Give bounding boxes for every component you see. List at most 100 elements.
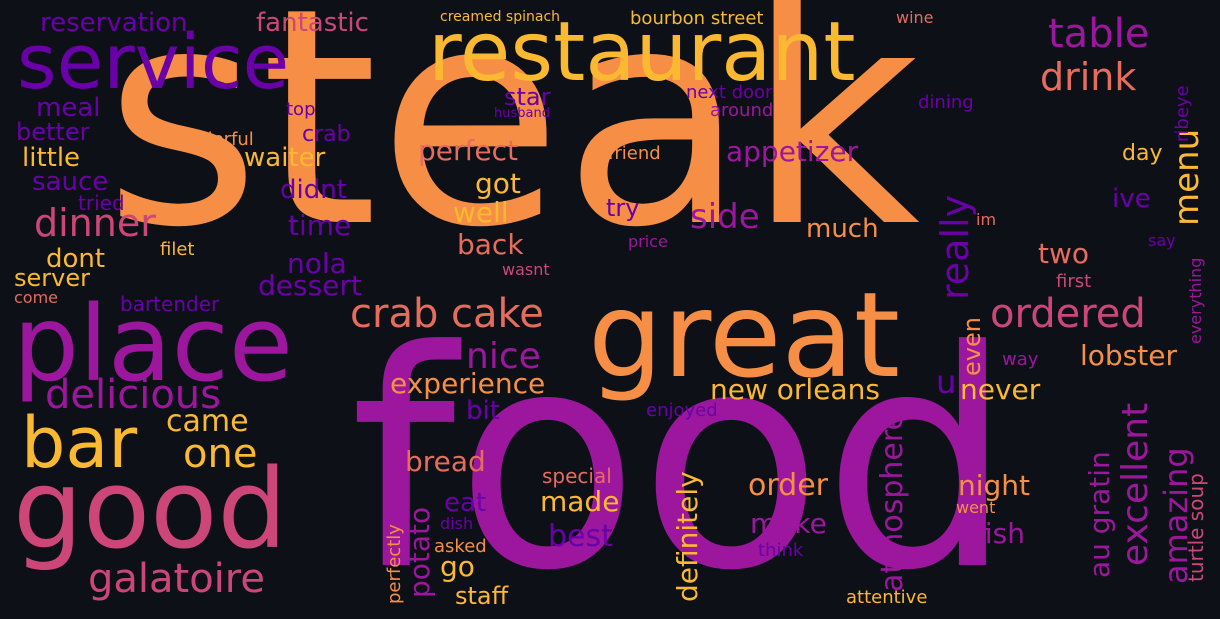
word-bread: bread xyxy=(405,445,486,478)
word-sauce: sauce xyxy=(32,167,109,197)
word-wonderful: wonderful xyxy=(164,129,254,150)
word-turtle-soup: turtle soup xyxy=(1184,473,1208,582)
word-im: im xyxy=(976,210,997,229)
word-time: time xyxy=(288,209,352,242)
word-dessert: dessert xyxy=(258,269,362,302)
word-nola: nola xyxy=(287,247,347,280)
word-galatoire: galatoire xyxy=(88,556,265,602)
word-one: one xyxy=(183,431,258,477)
word-crab: crab xyxy=(302,122,351,147)
word-bartender: bartender xyxy=(120,292,220,316)
word-go: go xyxy=(440,550,475,583)
word-atmosphere: atmosphere xyxy=(875,412,910,592)
word-bourbon-street: bourbon street xyxy=(630,8,764,29)
word-next-door: next door xyxy=(686,82,773,103)
word-restaurant: restaurant xyxy=(428,5,856,100)
word-came: came xyxy=(166,404,249,439)
word-make: make xyxy=(750,507,827,540)
word-bar: bar xyxy=(21,402,138,484)
word-even: even xyxy=(958,317,986,376)
word-went: went xyxy=(956,498,996,517)
word-night: night xyxy=(958,469,1031,502)
word-steak: steak xyxy=(104,0,921,293)
word-around: around xyxy=(710,100,774,121)
word-staff: staff xyxy=(455,582,509,610)
word-price: price xyxy=(628,232,668,251)
word-best: best xyxy=(548,519,613,554)
word-waiter: waiter xyxy=(244,143,326,173)
word-definitely: definitely xyxy=(671,471,704,602)
word-dont: dont xyxy=(46,244,106,274)
word-potato: potato xyxy=(403,506,436,598)
word-great: great xyxy=(588,266,900,404)
word-star: star xyxy=(504,83,551,111)
word-eat: eat xyxy=(444,488,487,518)
word-meal: meal xyxy=(36,93,101,123)
word-new-orleans: new orleans xyxy=(710,373,880,406)
word-ive: ive xyxy=(1112,184,1151,214)
word-well: well xyxy=(453,196,509,229)
word-made: made xyxy=(540,485,620,518)
word-two: two xyxy=(1038,237,1090,270)
word-delicious: delicious xyxy=(45,372,221,418)
word-everything: everything xyxy=(1186,257,1205,344)
word-fantastic: fantastic xyxy=(256,8,369,38)
word-attentive: attentive xyxy=(846,587,928,608)
word-nice: nice xyxy=(466,336,541,377)
word-appetizer: appetizer xyxy=(726,135,859,168)
word-creamed-spinach: creamed spinach xyxy=(440,9,561,25)
word-asked: asked xyxy=(434,536,487,557)
word-table: table xyxy=(1048,11,1150,57)
word-menu: menu xyxy=(1167,128,1207,226)
word-husband: husband xyxy=(494,106,550,121)
word-lobster: lobster xyxy=(1080,339,1177,372)
word-crab-cake: crab cake xyxy=(350,291,544,337)
word-wine: wine xyxy=(896,8,934,27)
word-ordered: ordered xyxy=(990,291,1146,337)
word-drink: drink xyxy=(1040,55,1137,99)
word-first: first xyxy=(1056,271,1092,292)
word-server: server xyxy=(14,264,90,292)
word-got: got xyxy=(475,167,521,200)
word-dinner: dinner xyxy=(34,201,156,245)
word-friend: friend xyxy=(608,143,661,164)
word-better: better xyxy=(16,118,90,146)
word-excellent: excellent xyxy=(1115,402,1156,566)
word-try: try xyxy=(606,194,640,222)
word-side: side xyxy=(690,197,760,237)
word-place: place xyxy=(13,283,293,405)
word-didnt: didnt xyxy=(280,175,347,205)
word-perfect: perfect xyxy=(418,134,518,167)
word-dish: dish xyxy=(440,514,474,533)
word-top: top xyxy=(286,99,316,120)
word-filet: filet xyxy=(160,239,195,260)
word-perfectly: perfectly xyxy=(384,524,405,604)
word-order: order xyxy=(748,468,828,503)
word-fish: fish xyxy=(975,517,1025,550)
word-really: really xyxy=(933,194,977,300)
word-u: u xyxy=(936,363,957,401)
word-bit: bit xyxy=(466,396,500,426)
word-way: way xyxy=(1002,349,1039,370)
word-never: never xyxy=(960,373,1041,406)
word-say: say xyxy=(1148,231,1176,250)
word-ribeye: ribeye xyxy=(1172,85,1193,142)
word-au-gratin: au gratin xyxy=(1083,451,1116,578)
word-good: good xyxy=(13,445,288,573)
word-food: food xyxy=(350,287,1014,619)
word-wasnt: wasnt xyxy=(502,260,550,279)
word-experience: experience xyxy=(390,367,546,400)
word-back: back xyxy=(457,228,524,261)
word-tried: tried xyxy=(78,191,125,215)
word-day: day xyxy=(1122,141,1163,166)
word-much: much xyxy=(806,214,879,244)
word-think: think xyxy=(758,540,804,561)
word-service: service xyxy=(17,17,290,106)
word-little: little xyxy=(22,143,81,173)
word-dining: dining xyxy=(918,92,974,113)
word-special: special xyxy=(542,464,612,488)
word-come: come xyxy=(14,288,59,307)
word-reservation: reservation xyxy=(40,8,188,38)
word-enjoyed: enjoyed xyxy=(646,400,718,421)
